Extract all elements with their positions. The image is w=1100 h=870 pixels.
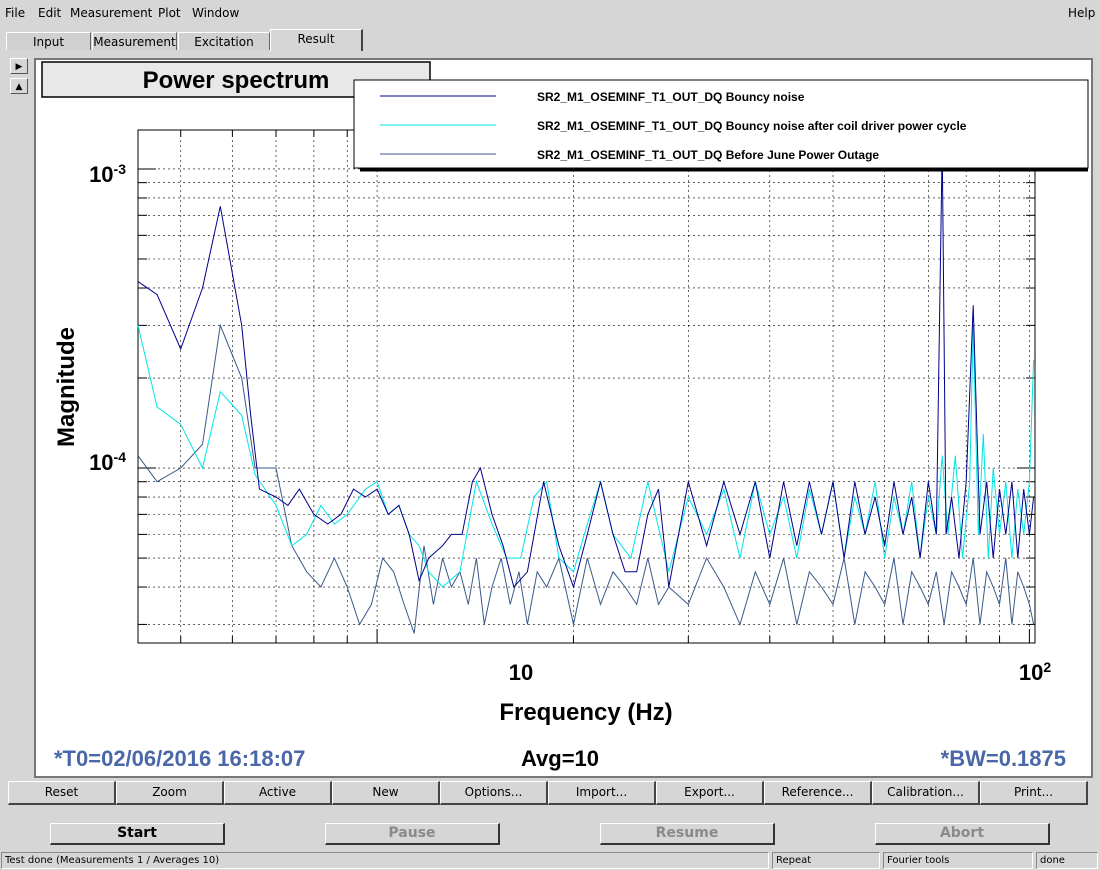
avg-label: Avg=10 [521,746,599,771]
series-line-after-cycle [137,325,1035,588]
options-button[interactable]: Options... [440,781,548,805]
status-message: Test done (Measurements 1 / Averages 10) [1,852,769,869]
resume-button[interactable]: Resume [600,823,775,845]
status-state: done [1036,852,1098,869]
calibration-button[interactable]: Calibration... [872,781,980,805]
reset-button[interactable]: Reset [8,781,116,805]
active-button[interactable]: Active [224,781,332,805]
import-button[interactable]: Import... [548,781,656,805]
tab-measurement[interactable]: Measurement [92,32,177,50]
triangle-up-icon: ▲ [15,82,23,92]
legend-label-after-cycle: SR2_M1_OSEMINF_T1_OUT_DQ Bouncy noise af… [537,119,967,133]
plot-area [137,129,1036,644]
print-button[interactable]: Print... [980,781,1088,805]
y-axis-label: Magnitude [53,327,80,447]
tab-bar: Input Measurement Excitation Result [0,28,1100,52]
x-tick-label-10: 10 [509,660,533,685]
tab-input[interactable]: Input [6,32,91,50]
status-bar: Test done (Measurements 1 / Averages 10)… [0,851,1100,870]
tab-excitation[interactable]: Excitation [178,32,270,50]
y-tick-label-1e-4: 10-4 [89,449,126,475]
chart-title: Power spectrum [143,67,330,94]
x-tick-label-100: 102 [1019,659,1051,685]
menu-measurement[interactable]: Measurement [70,6,153,20]
pause-button[interactable]: Pause [325,823,500,845]
legend-label-before-outage: SR2_M1_OSEMINF_T1_OUT_DQ Before June Pow… [537,148,879,162]
series-line-before-outage [137,323,1035,634]
reference-button[interactable]: Reference... [764,781,872,805]
export-button[interactable]: Export... [656,781,764,805]
legend [353,79,1089,169]
tab-result[interactable]: Result [270,29,363,51]
bw-label: *BW=0.1875 [941,746,1066,771]
zoom-button[interactable]: Zoom [116,781,224,805]
t0-label: *T0=02/06/2016 16:18:07 [54,746,305,771]
legend-label-bouncy: SR2_M1_OSEMINF_T1_OUT_DQ Bouncy noise [537,90,805,104]
y-tick-label-1e-3: 10-3 [89,161,126,187]
menu-window[interactable]: Window [192,6,240,20]
triangle-right-icon: ▶ [15,62,23,72]
series-lines [137,145,1035,634]
series-line-bouncy [137,145,1035,589]
menu-bar: File Edit Measurement Plot Window Help [0,0,1100,26]
x-axis-label: Frequency (Hz) [499,699,672,726]
menu-file[interactable]: File [5,6,26,20]
status-mode: Repeat [772,852,880,869]
start-button[interactable]: Start [50,823,225,845]
status-tool: Fourier tools [883,852,1033,869]
new-button[interactable]: New [332,781,440,805]
panel-collapse-button[interactable]: ▲ [10,78,28,94]
menu-plot[interactable]: Plot [158,6,181,20]
menu-help[interactable]: Help [1068,6,1096,20]
panel-expand-button[interactable]: ▶ [10,58,28,74]
abort-button[interactable]: Abort [875,823,1050,845]
plot-button-row: Reset Zoom Active New Options... Import.… [8,781,1088,805]
menu-edit[interactable]: Edit [38,6,62,20]
